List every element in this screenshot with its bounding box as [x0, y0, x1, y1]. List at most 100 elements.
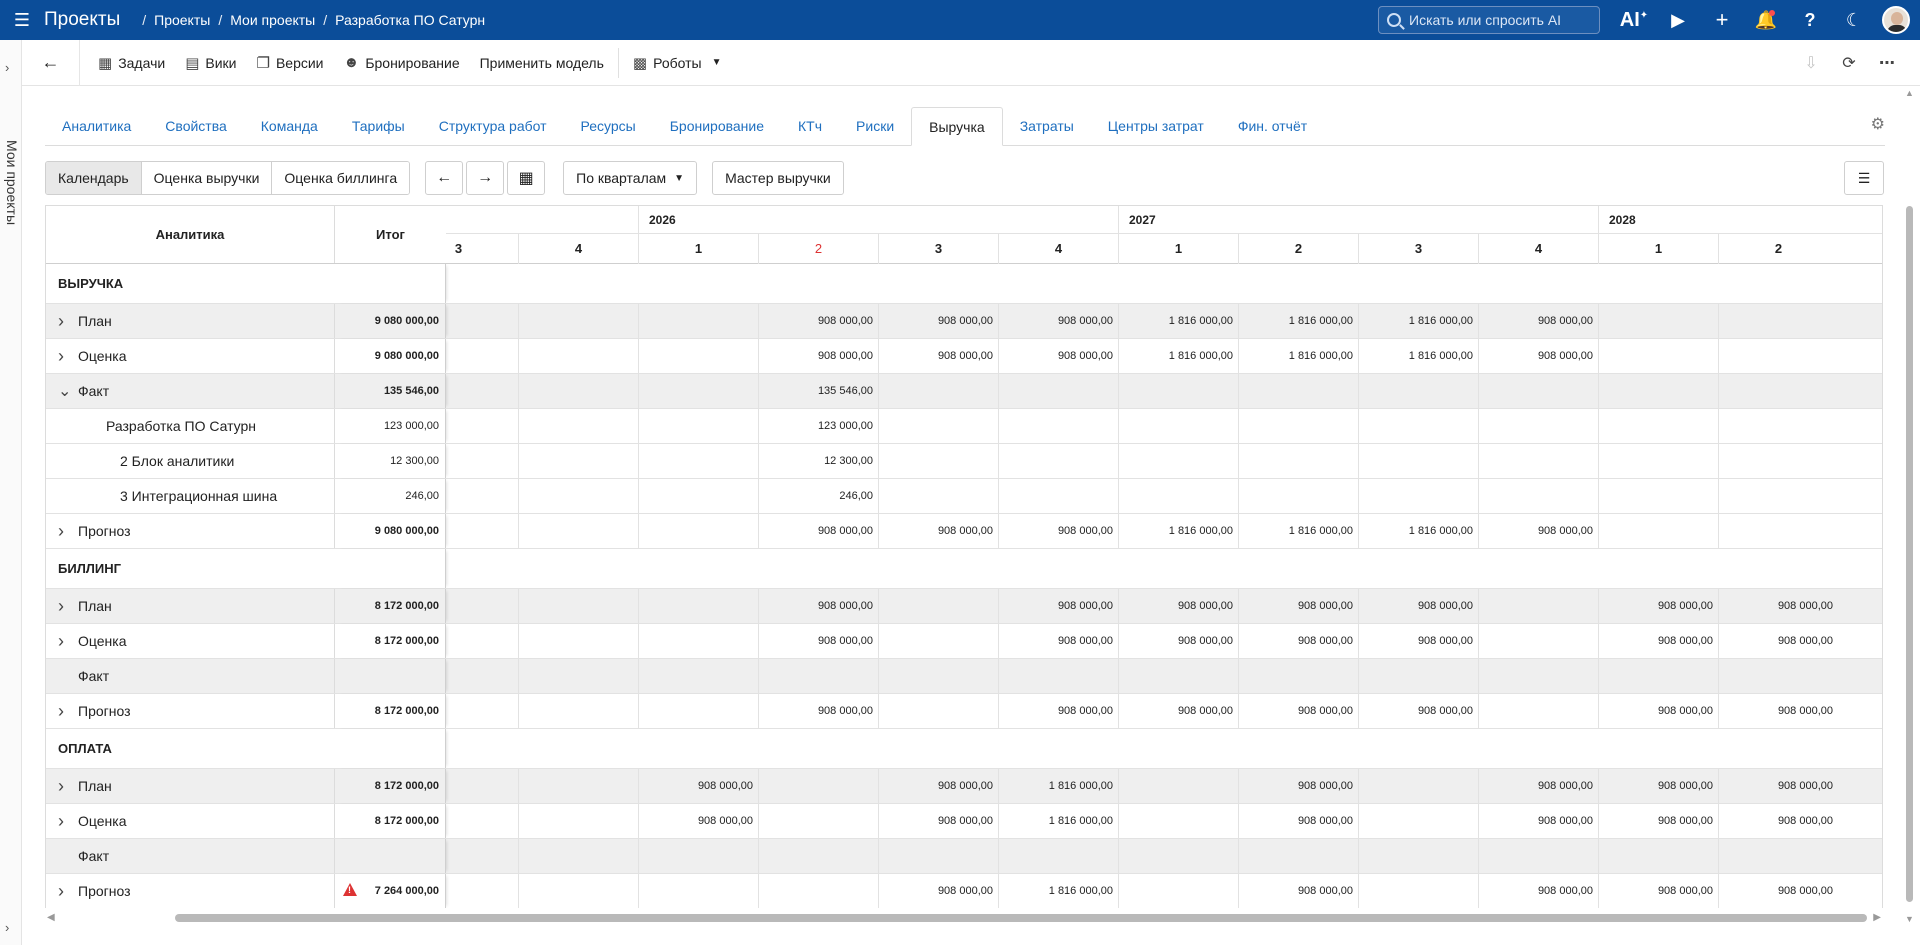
value-cell[interactable]: 1 816 000,00	[1238, 514, 1358, 548]
value-cell[interactable]	[1478, 374, 1598, 408]
chevron-right-icon[interactable]: ›	[58, 775, 64, 796]
value-cell[interactable]	[1718, 409, 1838, 443]
quarter-header[interactable]: 3	[878, 234, 998, 264]
value-cell[interactable]	[1598, 374, 1718, 408]
value-cell[interactable]	[1358, 444, 1478, 478]
value-cell[interactable]	[1718, 444, 1838, 478]
value-cell[interactable]: 908 000,00	[1598, 694, 1718, 728]
value-cell[interactable]	[446, 694, 518, 728]
scroll-left-icon[interactable]: ◀	[47, 912, 55, 923]
value-cell[interactable]	[1478, 409, 1598, 443]
value-cell[interactable]: 908 000,00	[758, 589, 878, 623]
value-cell[interactable]	[518, 409, 638, 443]
value-cell[interactable]: 908 000,00	[758, 339, 878, 373]
value-cell[interactable]: 908 000,00	[1598, 769, 1718, 803]
tab-3[interactable]: Тарифы	[351, 118, 405, 134]
value-cell[interactable]	[1118, 479, 1238, 513]
help-icon[interactable]: ?	[1804, 9, 1816, 30]
vertical-scrollbar[interactable]: ▲ ▼	[1904, 86, 1916, 926]
value-cell[interactable]	[1118, 769, 1238, 803]
value-cell[interactable]: 123 000,00	[758, 409, 878, 443]
value-cell[interactable]	[1478, 694, 1598, 728]
value-cell[interactable]: 908 000,00	[878, 514, 998, 548]
value-cell[interactable]: 908 000,00	[1598, 589, 1718, 623]
expand-chevron-icon[interactable]: ›	[5, 60, 10, 75]
view-option-1[interactable]: Оценка выручки	[141, 162, 273, 194]
value-cell[interactable]: 908 000,00	[878, 874, 998, 908]
value-cell[interactable]: 908 000,00	[758, 624, 878, 658]
value-cell[interactable]	[518, 514, 638, 548]
value-cell[interactable]	[998, 479, 1118, 513]
tab-11[interactable]: Центры затрат	[1107, 118, 1204, 134]
value-cell[interactable]: 908 000,00	[998, 339, 1118, 373]
row-total-cell[interactable]: 9 080 000,00	[335, 304, 446, 338]
value-cell[interactable]	[1358, 479, 1478, 513]
value-cell[interactable]: 908 000,00	[1478, 769, 1598, 803]
value-cell[interactable]: 1 816 000,00	[998, 804, 1118, 838]
value-cell[interactable]	[1238, 409, 1358, 443]
value-cell[interactable]	[638, 839, 758, 873]
value-cell[interactable]	[998, 659, 1118, 693]
toolbar-versions-button[interactable]: ❐ Версии	[247, 48, 334, 78]
row-label-cell[interactable]: › Оценка	[46, 624, 335, 658]
app-title[interactable]: Проекты	[44, 9, 121, 30]
value-cell[interactable]	[1118, 409, 1238, 443]
value-cell[interactable]	[1358, 374, 1478, 408]
tab-4[interactable]: Структура работ	[438, 118, 547, 134]
value-cell[interactable]	[998, 409, 1118, 443]
chevron-right-icon[interactable]: ›	[58, 810, 64, 831]
value-cell[interactable]	[758, 874, 878, 908]
value-cell[interactable]: 135 546,00	[758, 374, 878, 408]
value-cell[interactable]	[878, 589, 998, 623]
rail-label[interactable]: Мои проекты	[4, 140, 20, 226]
value-cell[interactable]: 12 300,00	[758, 444, 878, 478]
value-cell[interactable]	[998, 374, 1118, 408]
row-total-cell[interactable]	[335, 839, 446, 873]
row-total-cell[interactable]: 8 172 000,00	[335, 624, 446, 658]
value-cell[interactable]	[1358, 409, 1478, 443]
tab-9[interactable]: Выручка	[911, 107, 1003, 146]
value-cell[interactable]	[1358, 659, 1478, 693]
value-cell[interactable]	[1598, 339, 1718, 373]
value-cell[interactable]	[446, 589, 518, 623]
value-cell[interactable]	[1478, 839, 1598, 873]
value-cell[interactable]	[446, 804, 518, 838]
breadcrumb-my-projects[interactable]: Мои проекты	[230, 12, 316, 28]
value-cell[interactable]: 908 000,00	[998, 624, 1118, 658]
value-cell[interactable]	[518, 624, 638, 658]
value-cell[interactable]	[1118, 804, 1238, 838]
value-cell[interactable]	[1118, 839, 1238, 873]
value-cell[interactable]	[638, 479, 758, 513]
value-cell[interactable]	[446, 444, 518, 478]
value-cell[interactable]	[878, 659, 998, 693]
value-cell[interactable]: 908 000,00	[1238, 874, 1358, 908]
value-cell[interactable]	[1598, 514, 1718, 548]
value-cell[interactable]: 908 000,00	[1718, 624, 1838, 658]
tab-1[interactable]: Свойства	[165, 118, 227, 134]
value-cell[interactable]	[1478, 479, 1598, 513]
value-cell[interactable]	[758, 839, 878, 873]
breadcrumb-current-project[interactable]: Разработка ПО Сатурн	[335, 12, 486, 28]
value-cell[interactable]: 1 816 000,00	[1358, 339, 1478, 373]
value-cell[interactable]	[446, 409, 518, 443]
value-cell[interactable]: 908 000,00	[1478, 804, 1598, 838]
moon-icon[interactable]: ☾	[1845, 9, 1863, 30]
value-cell[interactable]	[1598, 659, 1718, 693]
horizontal-scrollbar[interactable]: ◀ ▶	[45, 912, 1883, 924]
value-cell[interactable]	[638, 514, 758, 548]
value-cell[interactable]: 908 000,00	[1118, 589, 1238, 623]
value-cell[interactable]: 1 816 000,00	[1118, 304, 1238, 338]
value-cell[interactable]: 908 000,00	[878, 339, 998, 373]
plus-icon[interactable]: +	[1715, 7, 1729, 32]
value-cell[interactable]: 908 000,00	[1238, 769, 1358, 803]
value-cell[interactable]	[446, 624, 518, 658]
value-cell[interactable]	[878, 839, 998, 873]
quarter-header[interactable]: 1	[638, 234, 758, 264]
menu-icon[interactable]: ☰	[13, 9, 31, 30]
value-cell[interactable]: 908 000,00	[1718, 874, 1838, 908]
value-cell[interactable]: 908 000,00	[1238, 804, 1358, 838]
value-cell[interactable]: 908 000,00	[998, 694, 1118, 728]
row-label-cell[interactable]: › Прогноз	[46, 514, 335, 548]
value-cell[interactable]: 1 816 000,00	[1118, 514, 1238, 548]
value-cell[interactable]	[758, 804, 878, 838]
